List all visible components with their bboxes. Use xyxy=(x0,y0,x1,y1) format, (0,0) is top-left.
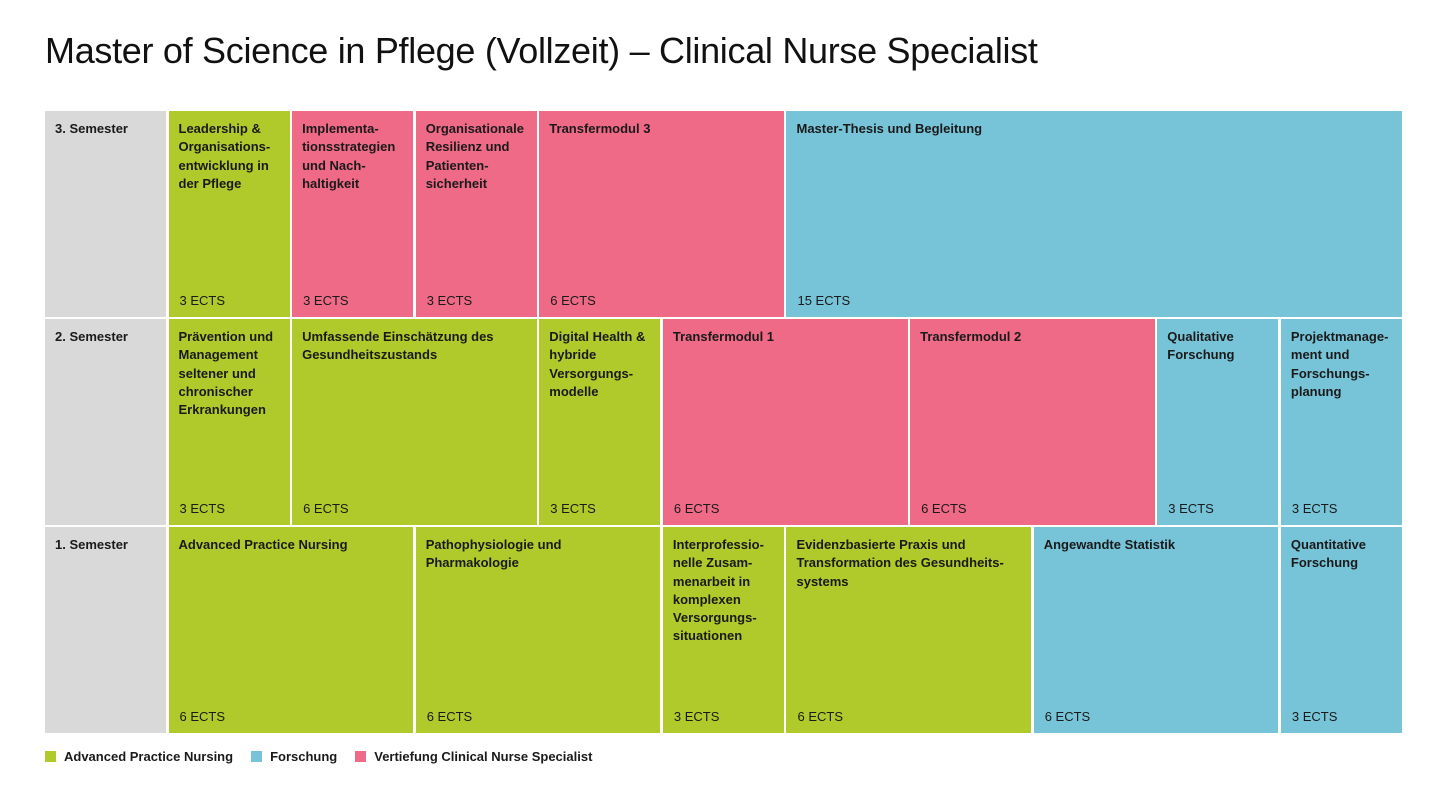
module-ects: 6 ECTS xyxy=(179,708,226,724)
legend-swatch-icon xyxy=(251,751,263,762)
module-cell: Evidenzbasierte Praxis und Transformatio… xyxy=(786,527,1032,733)
module-name: Qualitative Forschung xyxy=(1167,329,1235,363)
module-cell: Transfermodul 3 6 ECTS xyxy=(539,111,784,317)
module-name: Pathophysiologie und Pharmakologie xyxy=(425,537,562,571)
module-ects: 6 ECTS xyxy=(797,708,843,724)
module-ects: 3 ECTS xyxy=(179,292,226,308)
module-name: Advanced Practice Nursing xyxy=(178,537,348,552)
module-name: Transfermodul 2 xyxy=(920,329,1022,344)
module-ects: 3 ECTS xyxy=(179,500,226,516)
module-ects: 3 ECTS xyxy=(1291,708,1338,724)
module-name: Quantitative Forschung xyxy=(1290,537,1367,571)
module-name: Umfassende Einschätzung des Gesundheitsz… xyxy=(302,329,494,363)
module-name: Interprofessio- nelle Zusam- menarbeit i… xyxy=(672,537,764,644)
module-ects: 3 ECTS xyxy=(673,708,720,724)
module-cell: Projektmanage- ment und Forschungs- plan… xyxy=(1280,319,1402,525)
module-cell: Transfermodul 2 6 ECTS xyxy=(910,319,1155,525)
module-ects: 3 ECTS xyxy=(1168,500,1214,516)
semester-label: 3. Semester xyxy=(45,111,166,317)
legend-swatch-icon xyxy=(355,751,367,762)
page-title: Master of Science in Pflege (Vollzeit) –… xyxy=(45,30,1038,71)
curriculum-grid: 3. Semester Leadership & Organisations- e… xyxy=(45,111,1402,733)
module-name: Projektmanage- ment und Forschungs- plan… xyxy=(1290,329,1389,399)
module-cell: Umfassende Einschätzung des Gesundheitsz… xyxy=(292,319,537,525)
module-name: Digital Health & hybride Versorgungs- mo… xyxy=(549,329,646,399)
legend-label: Advanced Practice Nursing xyxy=(64,749,234,764)
module-cell: Implementa- tionsstrategien und Nach- ha… xyxy=(292,111,414,317)
module-cell: Interprofessio- nelle Zusam- menarbeit i… xyxy=(662,527,784,733)
module-cell: Qualitative Forschung 3 ECTS xyxy=(1157,319,1279,525)
module-cell: Prävention und Management seltener und c… xyxy=(168,319,290,525)
module-ects: 6 ECTS xyxy=(303,500,349,516)
module-ects: 3 ECTS xyxy=(550,500,596,516)
module-cell: Organisationale Resilienz und Patienten-… xyxy=(415,111,537,317)
module-name: Master-Thesis und Begleitung xyxy=(796,121,983,136)
module-name: Evidenzbasierte Praxis und Transformatio… xyxy=(796,537,1004,589)
semester-label: 1. Semester xyxy=(45,527,166,733)
legend-item: Forschung xyxy=(251,749,337,764)
module-cell: Leadership & Organisations- entwicklung … xyxy=(168,111,290,317)
module-name: Organisationale Resilienz und Patienten-… xyxy=(425,121,524,191)
module-ects: 6 ECTS xyxy=(1044,708,1091,724)
module-cell: Advanced Practice Nursing 6 ECTS xyxy=(168,527,414,733)
legend-label: Vertiefung Clinical Nurse Specialist xyxy=(374,749,593,764)
module-cell: Master-Thesis und Begleitung 15 ECTS xyxy=(786,111,1402,317)
module-ects: 15 ECTS xyxy=(797,292,851,308)
legend-item: Vertiefung Clinical Nurse Specialist xyxy=(355,749,592,764)
module-name: Leadership & Organisations- entwicklung … xyxy=(178,121,271,191)
module-cell: Angewandte Statistik 6 ECTS xyxy=(1033,527,1279,733)
module-ects: 6 ECTS xyxy=(921,500,967,516)
module-cell: Quantitative Forschung 3 ECTS xyxy=(1280,527,1402,733)
module-cell: Digital Health & hybride Versorgungs- mo… xyxy=(539,319,661,525)
module-ects: 6 ECTS xyxy=(673,500,720,516)
semester-label: 2. Semester xyxy=(45,319,166,525)
module-name: Prävention und Management seltener und c… xyxy=(178,329,274,418)
module-name: Transfermodul 1 xyxy=(672,329,775,344)
legend-swatch-icon xyxy=(45,751,56,762)
legend: Advanced Practice Nursing Forschung Vertie… xyxy=(45,749,592,764)
module-name: Transfermodul 3 xyxy=(549,121,651,136)
module-ects: 6 ECTS xyxy=(550,292,596,308)
module-cell: Pathophysiologie und Pharmakologie 6 ECTS xyxy=(415,527,661,733)
module-ects: 3 ECTS xyxy=(303,292,349,308)
module-cell: Transfermodul 1 6 ECTS xyxy=(662,319,908,525)
module-name: Implementa- tionsstrategien und Nach- ha… xyxy=(302,121,396,191)
module-ects: 3 ECTS xyxy=(1291,500,1338,516)
module-name: Angewandte Statistik xyxy=(1043,537,1176,552)
module-ects: 6 ECTS xyxy=(426,708,473,724)
legend-item: Advanced Practice Nursing xyxy=(45,749,233,764)
legend-label: Forschung xyxy=(270,749,338,764)
module-ects: 3 ECTS xyxy=(426,292,473,308)
